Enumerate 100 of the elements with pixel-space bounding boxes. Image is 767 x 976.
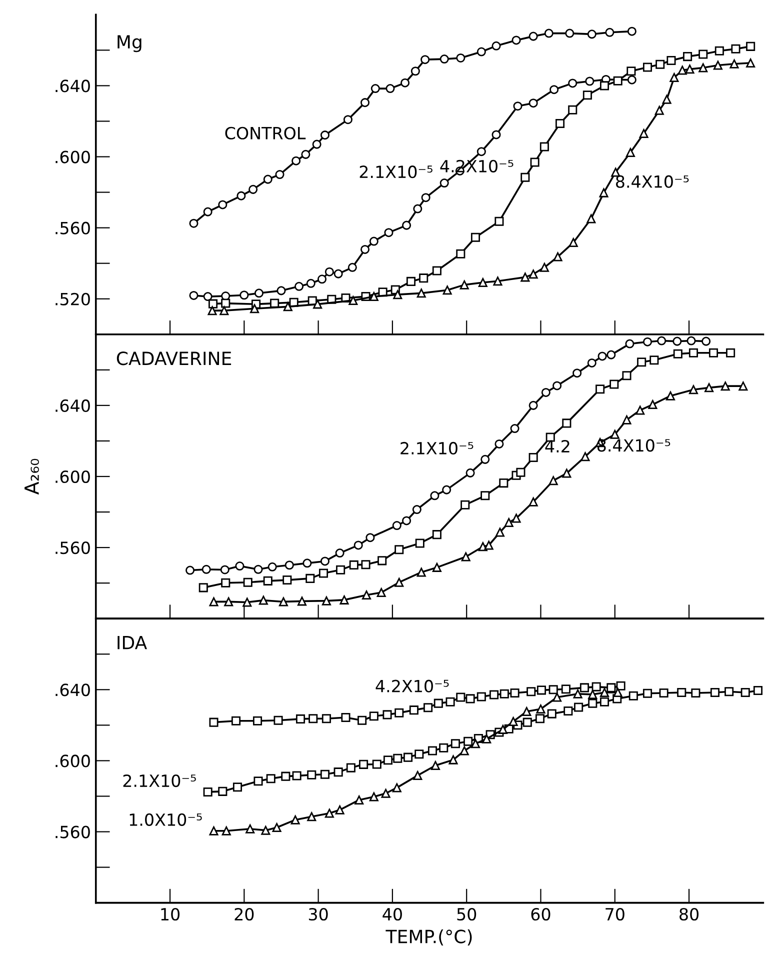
point — [254, 564, 263, 574]
point — [393, 290, 402, 300]
point — [307, 770, 316, 780]
y-tick-label: .560 — [56, 542, 90, 554]
point — [508, 716, 518, 726]
text: IDA — [118, 636, 148, 650]
point — [650, 356, 659, 365]
point — [461, 552, 470, 562]
point — [440, 178, 449, 188]
point — [203, 207, 212, 216]
point — [561, 684, 570, 694]
point — [335, 548, 344, 558]
point — [283, 302, 292, 312]
point — [439, 743, 448, 752]
point — [282, 576, 292, 585]
point — [320, 130, 330, 140]
point — [419, 274, 428, 283]
point — [535, 714, 545, 724]
point — [272, 822, 282, 832]
point — [432, 530, 442, 540]
point — [540, 262, 549, 272]
point — [526, 687, 536, 696]
point — [209, 826, 218, 836]
point — [470, 739, 480, 748]
point — [499, 478, 508, 488]
point — [528, 497, 538, 506]
point — [600, 81, 610, 90]
x-tick-label: 30 — [308, 908, 328, 921]
point — [232, 782, 242, 792]
point — [209, 718, 218, 727]
point — [625, 339, 634, 348]
point — [392, 783, 402, 792]
point — [552, 381, 562, 390]
x-tick-label: 50 — [457, 908, 476, 921]
point — [394, 578, 404, 587]
point — [512, 36, 521, 45]
annotation: CONTROL — [225, 126, 306, 140]
point — [636, 406, 645, 415]
point — [307, 812, 316, 822]
point — [592, 682, 601, 692]
point — [252, 716, 262, 726]
point — [301, 150, 310, 159]
y-tick-label: .560 — [56, 222, 90, 234]
point — [627, 26, 636, 36]
point — [568, 78, 578, 88]
point — [510, 688, 520, 698]
point — [456, 692, 466, 702]
point — [598, 352, 607, 361]
point — [698, 50, 708, 59]
point — [588, 698, 598, 708]
point — [412, 505, 422, 514]
point — [306, 278, 316, 288]
point — [724, 687, 734, 696]
point — [394, 545, 404, 554]
point — [492, 41, 501, 50]
y-tick-label: .640 — [56, 399, 90, 412]
point — [290, 815, 300, 824]
y-axis-title: A₂₆₀ — [24, 458, 39, 495]
point — [568, 238, 578, 248]
point — [622, 371, 632, 380]
point — [678, 66, 687, 75]
point — [710, 688, 720, 697]
point — [568, 105, 578, 114]
point — [420, 55, 430, 64]
point — [550, 85, 559, 94]
point — [642, 688, 652, 698]
point — [516, 468, 526, 477]
point — [600, 697, 610, 706]
point — [548, 685, 558, 694]
point — [360, 98, 370, 108]
point — [430, 760, 440, 770]
point — [585, 76, 594, 86]
point — [611, 168, 620, 177]
annotation: 8.4X10⁻⁵ — [616, 175, 689, 188]
point — [677, 688, 686, 697]
point — [318, 274, 327, 284]
point — [415, 538, 424, 548]
point — [714, 46, 724, 56]
point — [250, 304, 260, 314]
point — [278, 597, 288, 606]
point — [683, 52, 692, 62]
point — [637, 358, 646, 367]
point — [254, 288, 264, 298]
point — [564, 706, 573, 716]
y-tick-label: .640 — [56, 684, 90, 696]
point — [384, 228, 394, 238]
point — [268, 562, 277, 572]
point — [528, 270, 538, 279]
point — [456, 249, 466, 258]
point — [513, 102, 522, 111]
point — [392, 520, 402, 530]
point — [639, 128, 648, 138]
point — [208, 306, 217, 316]
point — [409, 706, 418, 715]
point — [610, 380, 619, 389]
point — [720, 382, 730, 391]
point — [189, 218, 198, 228]
y-tick-label: .600 — [56, 754, 90, 768]
point — [587, 30, 596, 39]
point — [198, 583, 208, 592]
